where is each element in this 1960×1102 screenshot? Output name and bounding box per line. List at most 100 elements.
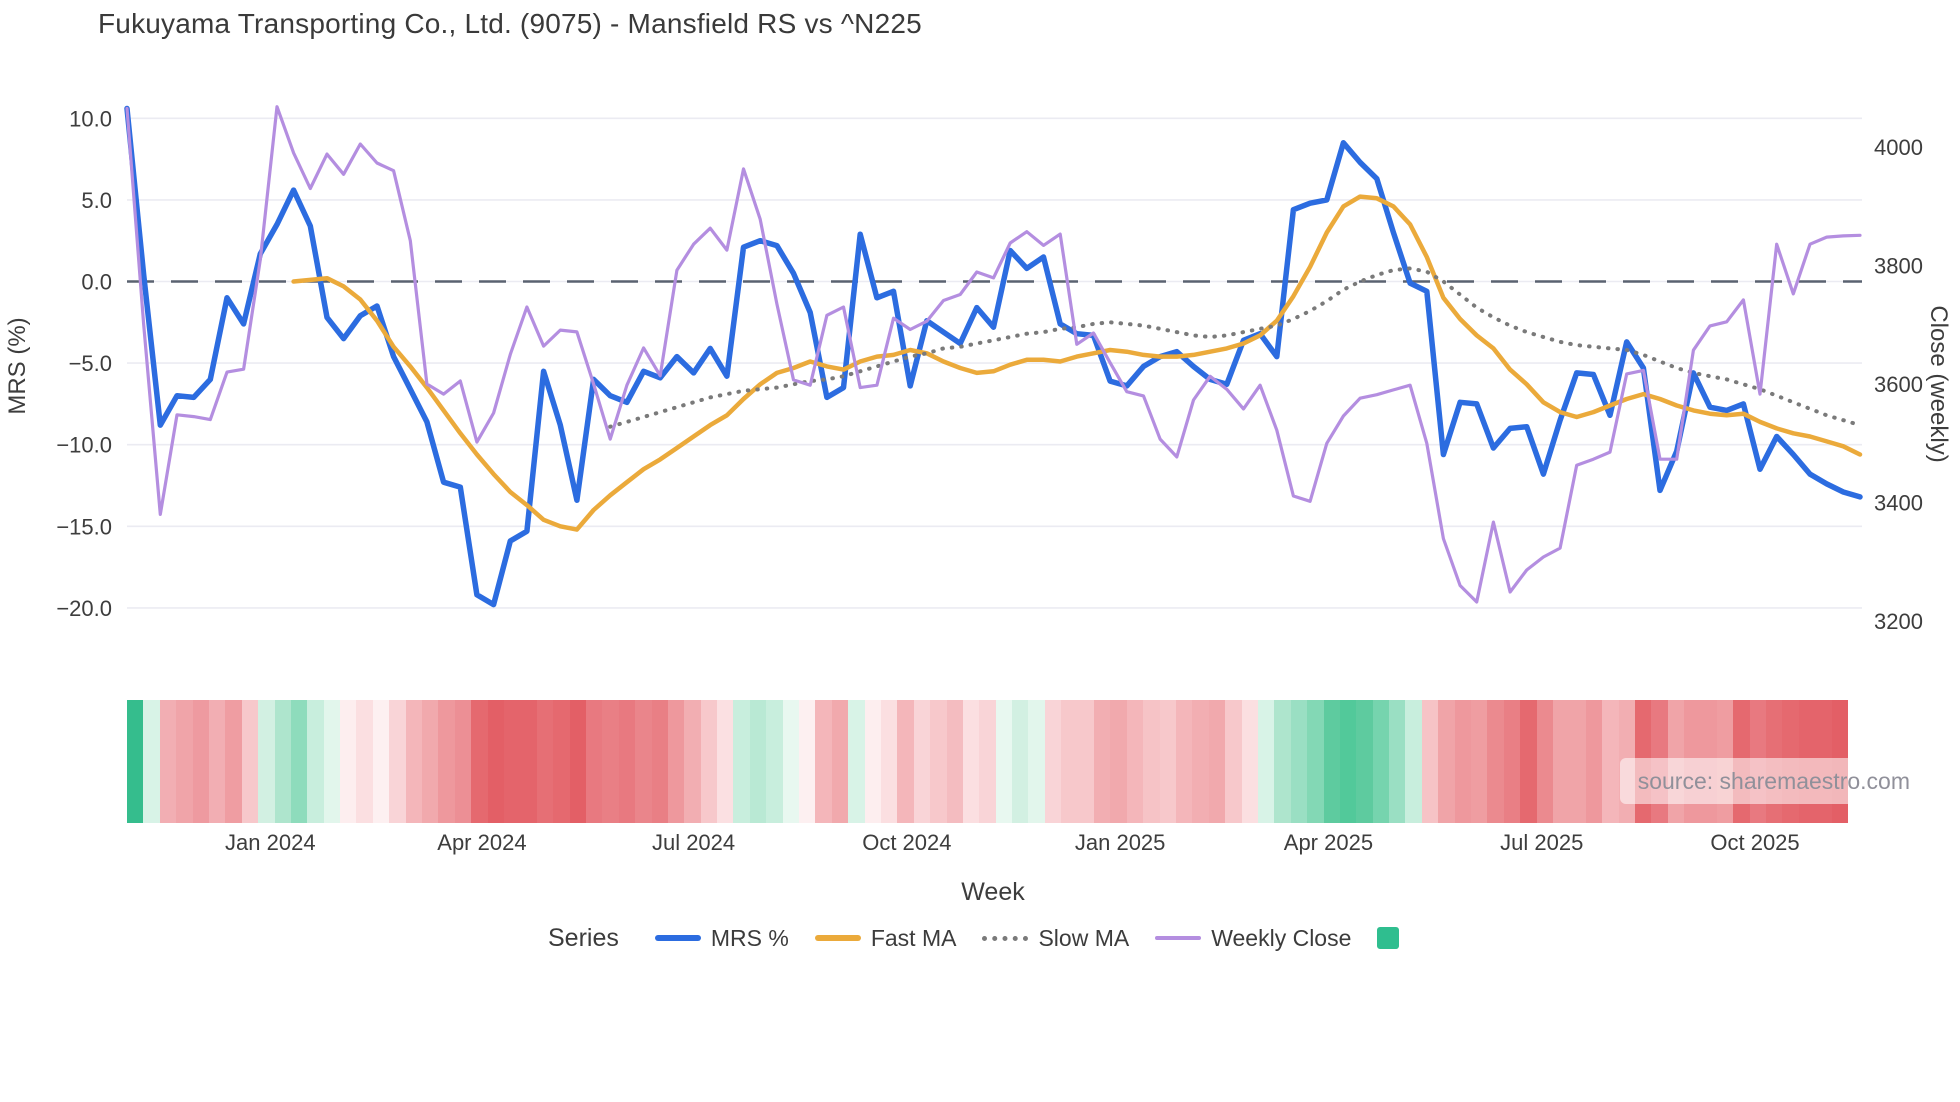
y-tick-label-right: 3600 <box>1874 372 1923 397</box>
heatmap-cell <box>1585 700 1603 823</box>
legend-swatch-fast-ma <box>814 935 861 941</box>
heatmap-cell <box>323 700 341 823</box>
heatmap-cell <box>1372 700 1390 823</box>
heatmap-cell <box>585 700 603 823</box>
plot-area: 10.0 5.0 0.0 −5.0 −10.0 −15.0 −20.0 4000 3800 360… <box>56 105 1923 634</box>
heatmap-cell <box>602 700 619 823</box>
heatmap-cell <box>569 700 586 823</box>
heatmap-cell <box>389 700 406 823</box>
heatmap-cell <box>258 700 275 823</box>
page-title: Fukuyama Transporting Co., Ltd. (9075) -… <box>98 8 922 39</box>
y-tick-label-right: 4000 <box>1874 135 1923 160</box>
heatmap-cell <box>143 700 160 823</box>
heatmap-cell <box>1290 700 1308 823</box>
y-tick-label-left: −10.0 <box>56 433 112 458</box>
y-tick-label-right: 3400 <box>1874 491 1923 516</box>
heatmap-cell <box>717 700 734 823</box>
heatmap-cell <box>1143 700 1160 823</box>
legend-title: Series <box>548 923 619 952</box>
heatmap-cell <box>1257 700 1275 823</box>
heatmap-cell <box>799 700 816 823</box>
heatmap-cell <box>356 700 373 823</box>
x-tick-label: Jan 2024 <box>225 830 316 855</box>
heatmap-cell <box>520 700 537 823</box>
legend-item: MRS % <box>654 924 789 952</box>
x-tick-label: Jul 2025 <box>1500 830 1584 855</box>
y-tick-label-right: 3800 <box>1874 254 1923 279</box>
y-tick-label-left: −20.0 <box>56 596 112 621</box>
legend-item: Weekly Close <box>1155 925 1351 952</box>
heatmap-cell <box>176 700 193 823</box>
x-axis-ticks: Jan 2024 Apr 2024 Jul 2024 Oct 2024 Jan 2025… <box>0 830 1960 858</box>
heatmap-cell <box>913 700 931 823</box>
heatmap-cell <box>536 700 554 823</box>
heatmap-cell <box>290 700 308 823</box>
heatmap-cell <box>487 700 504 823</box>
legend-swatch-weekly-close <box>1155 936 1202 940</box>
heatmap-cell <box>1012 700 1029 823</box>
heatmap-cell <box>1208 700 1226 823</box>
heatmap-cell <box>1028 700 1045 823</box>
y-tick-label-left: 5.0 <box>81 188 112 213</box>
heatmap-cell <box>192 700 209 823</box>
heatmap-cell <box>438 700 455 823</box>
heatmap-cell <box>127 700 144 823</box>
heatmap-cell <box>700 700 718 823</box>
heatmap-cell <box>503 700 521 823</box>
x-tick-label: Oct 2024 <box>862 830 952 855</box>
heatmap-cell <box>1274 700 1291 823</box>
heatmap-cell <box>372 700 390 823</box>
legend-label: MRS % <box>710 924 789 951</box>
heatmap-cell <box>684 700 701 823</box>
chart-legend: Series MRS % Fast MA Slow MA Weekly Close <box>548 920 1400 956</box>
heatmap-cell <box>208 700 226 823</box>
x-axis-label: Week <box>961 878 1025 906</box>
heatmap-cell <box>159 700 177 823</box>
heatmap-cell <box>1454 700 1472 823</box>
heatmap-cell <box>880 700 898 823</box>
y-tick-label-right: 3200 <box>1874 609 1923 634</box>
y-tick-label-left: −15.0 <box>56 514 112 539</box>
heatmap-strip <box>127 700 1849 823</box>
heatmap-cell <box>1487 700 1504 823</box>
heatmap-cell <box>1323 700 1340 823</box>
heatmap-cell <box>1241 700 1258 823</box>
heatmap-cell <box>1339 700 1357 823</box>
y-tick-label-left: 10.0 <box>69 106 112 131</box>
heatmap-cell <box>1094 700 1111 823</box>
series-line-slow-ma <box>608 266 1862 429</box>
heatmap-cell <box>1520 700 1537 823</box>
heatmap-cell <box>1176 700 1193 823</box>
x-tick-label: Jan 2025 <box>1074 830 1166 855</box>
heatmap-cell <box>897 700 914 823</box>
heatmap-cell <box>1389 700 1406 823</box>
heatmap-cell <box>1536 700 1553 823</box>
heatmap-cell <box>635 700 652 823</box>
heatmap-cell <box>1421 700 1439 823</box>
heatmap-cell <box>1159 700 1176 823</box>
heatmap-cell <box>1077 700 1095 823</box>
heatmap-cell <box>733 700 750 823</box>
heatmap-cell <box>1503 700 1521 823</box>
heatmap-cell <box>1356 700 1373 823</box>
heatmap-cell <box>471 700 488 823</box>
heatmap-cell <box>1438 700 1455 823</box>
legend-label: Fast MA <box>870 924 957 951</box>
heatmap-cell <box>946 700 963 823</box>
legend-item: Slow MA <box>982 925 1129 952</box>
heatmap-cell <box>1569 700 1586 823</box>
heatmap-cell <box>340 700 357 823</box>
heatmap-cell <box>979 700 996 823</box>
legend-item <box>1377 927 1400 949</box>
heatmap-cell <box>831 700 849 823</box>
heatmap-cell <box>553 700 570 823</box>
heatmap-cell <box>1110 700 1127 823</box>
source-attribution: source: sharemaestro.com <box>1619 758 1928 804</box>
legend-swatch-mrs- <box>654 935 701 941</box>
y-tick-label-left: −5.0 <box>69 351 112 376</box>
heatmap-cell <box>274 700 291 823</box>
x-tick-label: Apr 2025 <box>1283 830 1374 855</box>
x-tick-label: Jul 2024 <box>651 830 736 855</box>
heatmap-cell <box>405 700 423 823</box>
